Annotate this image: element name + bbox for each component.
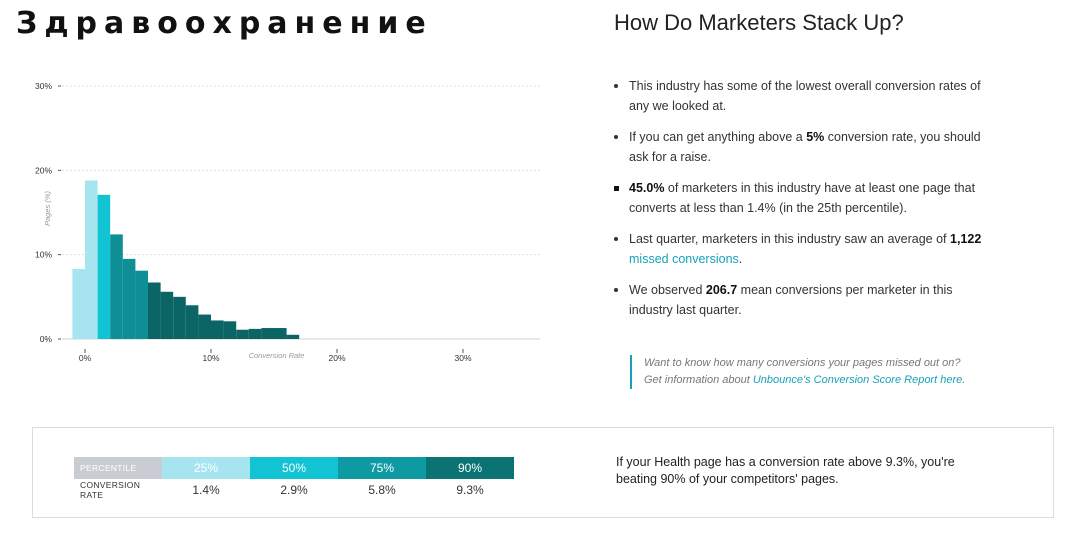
insight-text: Last quarter, marketers in this industry… — [629, 232, 950, 246]
x-tick-label: 10% — [202, 353, 219, 363]
histogram-bar — [261, 328, 274, 339]
percentile-50-cell: 50% — [250, 457, 338, 479]
insight-item: If you can get anything above a 5% conve… — [614, 127, 984, 167]
insight-text: mean conversions per marketer in this in… — [629, 283, 953, 317]
rate-25-cell: 1.4% — [192, 483, 220, 497]
histogram-bar — [110, 234, 123, 339]
insight-text: conversion rate, you should ask for a ra… — [629, 130, 981, 164]
insight-highlight: 1,122 — [950, 232, 982, 246]
conversion-rate-row-label: CONVERSION RATE — [80, 480, 141, 500]
insight-highlight: 5% — [806, 130, 825, 144]
rate-75-cell: 5.8% — [368, 483, 396, 497]
conversion-rate-row: CONVERSION RATE 1.4% 2.9% 5.8% 9.3% — [74, 479, 514, 501]
insight-item: This industry has some of the lowest ove… — [614, 76, 984, 116]
y-axis-label: Pages (%) — [43, 190, 52, 226]
histogram-bar — [274, 328, 287, 339]
histogram-bar — [160, 291, 174, 339]
insight-item: 45.0% of marketers in this industry have… — [614, 178, 984, 218]
insight-item: We observed 206.7 mean conversions per m… — [614, 280, 984, 320]
insight-text: This industry has some of the lowest ove… — [629, 79, 981, 113]
histogram-chart: 0% 10% 20% 30% 0% 10% 20% 30% Pages (%) Conversio… — [35, 81, 540, 363]
x-tick-label: 20% — [328, 353, 345, 363]
histogram-bar — [211, 320, 224, 339]
percentile-summary: If your Health page has a conversion rat… — [616, 455, 955, 486]
histogram-bar — [122, 258, 136, 339]
histogram-bar — [223, 321, 237, 339]
percentile-90-cell: 90% — [426, 457, 514, 479]
rate-90-cell: 9.3% — [456, 483, 484, 497]
histogram-bar — [185, 305, 199, 339]
chart-bars — [72, 180, 300, 339]
x-tick-label: 0% — [79, 353, 92, 363]
y-tick-label: 20% — [35, 165, 52, 175]
percentile-row-label: PERCENTILE — [74, 457, 162, 479]
y-tick-label: 10% — [35, 250, 52, 260]
insight-item: Last quarter, marketers in this industry… — [614, 229, 984, 269]
insight-highlight: 206.7 — [705, 283, 738, 297]
histogram-bar — [248, 328, 262, 339]
missed-conversions-link[interactable]: missed conversions — [629, 252, 739, 266]
histogram-bar — [173, 296, 186, 339]
x-axis-label: Conversion Rate — [249, 351, 305, 360]
histogram-bar — [148, 282, 161, 339]
page-title: Здравоохранение — [16, 6, 433, 41]
histogram-bar — [72, 269, 85, 339]
section-heading: How Do Marketers Stack Up? — [614, 10, 904, 35]
histogram-bar — [135, 270, 148, 339]
insights-list: This industry has some of the lowest ove… — [614, 76, 984, 331]
callout-tail: . — [962, 374, 966, 386]
insight-text: We observed — [629, 283, 706, 297]
percentile-panel — [32, 427, 1054, 518]
conversion-score-report-link[interactable]: Unbounce's Conversion Score Report here — [752, 374, 963, 386]
y-tick-label: 0% — [40, 334, 53, 344]
percentile-75-cell: 75% — [338, 457, 426, 479]
insight-highlight: 45.0% — [629, 181, 665, 195]
histogram-bar — [286, 334, 300, 339]
percentile-table: PERCENTILE 25% 50% 75% 90% CONVERSION RA… — [74, 457, 514, 501]
chart-axes: 0% 10% 20% 30% 0% 10% 20% 30% Pages (%) Conversio… — [35, 81, 472, 363]
percentile-row: PERCENTILE 25% 50% 75% 90% — [74, 457, 514, 479]
y-tick-label: 30% — [35, 81, 52, 91]
callout-text: Want to know how many conversions your p… — [644, 357, 961, 386]
histogram-bar — [236, 329, 249, 339]
insight-text: If you can get anything above a — [629, 130, 807, 144]
histogram-bar — [85, 180, 98, 339]
rate-50-cell: 2.9% — [280, 483, 308, 497]
insight-text: of marketers in this industry have at le… — [629, 181, 976, 215]
histogram-bar — [198, 314, 211, 339]
insight-text: . — [738, 252, 743, 266]
callout-note: Want to know how many conversions your p… — [630, 355, 980, 389]
percentile-25-cell: 25% — [162, 457, 250, 479]
x-tick-label: 30% — [454, 353, 471, 363]
histogram-bar — [97, 194, 111, 339]
